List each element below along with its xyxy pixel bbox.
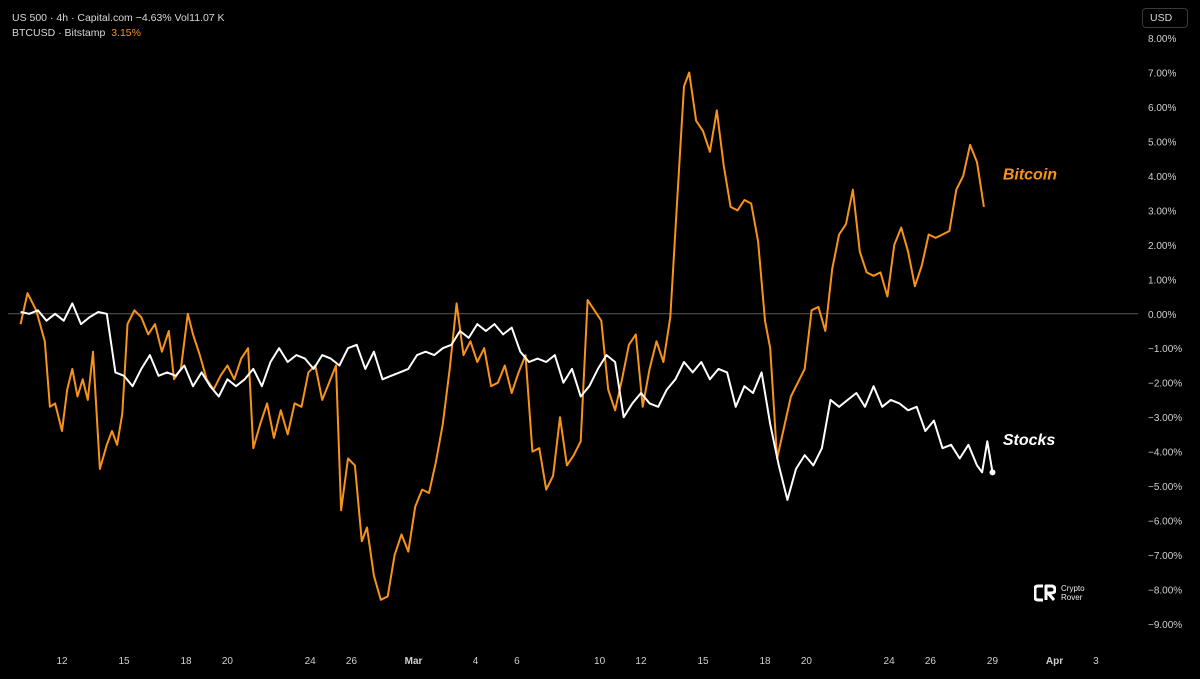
y-tick-label: 2.00% [1148, 241, 1176, 252]
legend-btcusd-change: 3.15% [111, 27, 141, 39]
x-tick-label: 20 [222, 656, 234, 667]
x-tick-label: 18 [181, 656, 193, 667]
x-tick-label: 12 [635, 656, 647, 667]
series-line-bitcoin [19, 71, 985, 601]
y-tick-label: 4.00% [1148, 172, 1176, 183]
x-tick-label: 26 [346, 656, 358, 667]
x-tick-label: 18 [759, 656, 771, 667]
y-tick-label: −8.00% [1148, 586, 1182, 597]
x-tick-label: 3 [1093, 656, 1099, 667]
x-tick-label: 29 [987, 656, 999, 667]
legend-us500: US 500 · 4h · Capital.com −4.63% Vol11.0… [12, 12, 225, 24]
crypto-rover-logo: Crypto Rover [1034, 584, 1085, 602]
chart-legend: US 500 · 4h · Capital.com −4.63% Vol11.0… [12, 11, 225, 41]
y-tick-label: −9.00% [1148, 620, 1182, 631]
y-tick-label: 6.00% [1148, 103, 1176, 114]
crypto-rover-icon [1034, 584, 1056, 602]
y-tick-label: 0.00% [1148, 310, 1176, 321]
y-tick-label: −2.00% [1148, 379, 1182, 390]
x-tick-label: 6 [514, 656, 520, 667]
x-tick-label: 12 [56, 656, 68, 667]
crypto-rover-text: Crypto Rover [1061, 584, 1085, 602]
brand-line2: Rover [1061, 593, 1083, 602]
y-tick-label: −3.00% [1148, 413, 1182, 424]
x-tick-label: 20 [801, 656, 813, 667]
y-tick-label: −7.00% [1148, 551, 1182, 562]
y-tick-label: 7.00% [1148, 68, 1176, 79]
y-tick-label: 5.00% [1148, 137, 1176, 148]
stocks-last-point [989, 469, 996, 476]
legend-btcusd-name: BTCUSD · Bitstamp [12, 27, 106, 39]
x-tick-label: 24 [305, 656, 317, 667]
x-tick-label: 10 [594, 656, 606, 667]
series-line-stocks [20, 302, 994, 501]
x-tick-label: 24 [884, 656, 896, 667]
x-tick-label: 15 [697, 656, 709, 667]
x-tick-label: Apr [1046, 656, 1063, 667]
x-tick-label: 26 [925, 656, 937, 667]
legend-btcusd: BTCUSD · Bitstamp 3.15% [12, 26, 225, 41]
annotation-bitcoin: Bitcoin [1003, 166, 1057, 183]
y-tick-label: −6.00% [1148, 517, 1182, 528]
brand-line1: Crypto [1061, 584, 1085, 593]
y-tick-label: −5.00% [1148, 482, 1182, 493]
x-tick-label: 4 [473, 656, 479, 667]
y-tick-label: −4.00% [1148, 448, 1182, 459]
y-tick-label: 8.00% [1148, 34, 1176, 45]
y-tick-label: 1.00% [1148, 275, 1176, 286]
y-tick-label: −1.00% [1148, 344, 1182, 355]
y-tick-label: 3.00% [1148, 206, 1176, 217]
annotation-stocks: Stocks [1003, 432, 1056, 449]
currency-button[interactable]: USD [1142, 8, 1188, 28]
x-tick-label: 15 [118, 656, 130, 667]
x-tick-label: Mar [405, 656, 423, 667]
